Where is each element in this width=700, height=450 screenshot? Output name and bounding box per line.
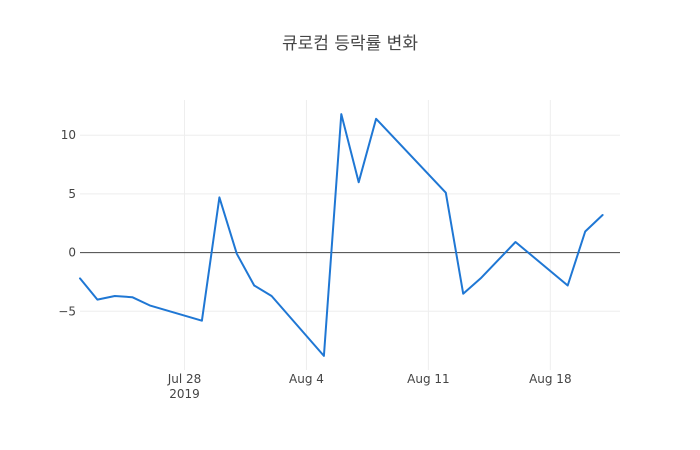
y-tick-label: 5 bbox=[68, 187, 76, 201]
x-tick-label: Aug 4 bbox=[289, 372, 324, 386]
y-tick-label: 10 bbox=[61, 128, 76, 142]
chart-title: 큐로컴 등락률 변화 bbox=[282, 34, 418, 54]
y-tick-label: 0 bbox=[68, 246, 76, 260]
x-tick-sublabel: 2019 bbox=[169, 387, 200, 401]
x-tick-label: Jul 28 bbox=[167, 372, 202, 386]
y-tick-label: −5 bbox=[58, 304, 76, 318]
series-line bbox=[79, 113, 604, 357]
series-layer bbox=[79, 113, 604, 357]
x-tick-label: Aug 18 bbox=[529, 372, 572, 386]
x-tick-label: Aug 11 bbox=[407, 372, 450, 386]
